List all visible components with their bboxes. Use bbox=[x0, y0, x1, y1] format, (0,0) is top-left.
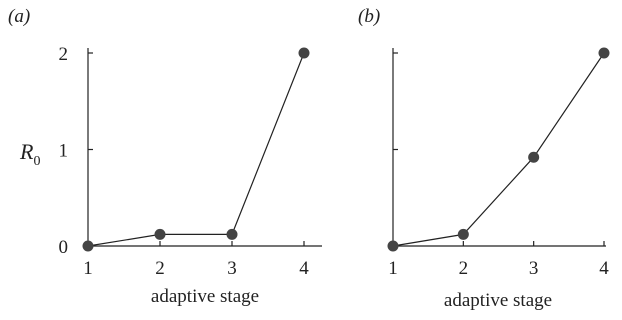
panel-a-y-tick-label: 0 bbox=[59, 237, 69, 258]
panel-b-data-point bbox=[598, 47, 610, 59]
panel-b-x-ticks: 1 2 3 4 bbox=[388, 241, 609, 279]
panel-a-x-tick-label: 3 bbox=[227, 258, 237, 279]
panel-a-data-point bbox=[154, 228, 166, 240]
panel-b-label: (b) bbox=[358, 6, 380, 27]
panel-a-x-ticks: 1 2 3 4 bbox=[83, 241, 309, 279]
panel-a-y-tick-label: 2 bbox=[59, 44, 69, 65]
panel-a-x-tick-label: 2 bbox=[155, 258, 165, 279]
panel-b-data-point bbox=[457, 228, 469, 240]
panel-b-points bbox=[387, 47, 610, 252]
panel-b-x-tick-label: 3 bbox=[529, 258, 539, 279]
panel-a-series-line bbox=[87, 52, 305, 247]
panel-b-x-tick-label: 4 bbox=[599, 258, 609, 279]
panel-b-x-axis-label: adaptive stage bbox=[444, 290, 552, 311]
panel-b-series-line bbox=[392, 52, 605, 247]
panel-a-data-point bbox=[298, 47, 310, 59]
panel-a-data-point bbox=[226, 228, 238, 240]
panel-b-data-point bbox=[387, 240, 399, 252]
panel-a-y-tick-label: 1 bbox=[59, 141, 69, 162]
panel-b-x-tick-label: 1 bbox=[388, 258, 398, 279]
panel-a-x-tick-label: 1 bbox=[83, 258, 93, 279]
panel-b-x-tick-label: 2 bbox=[459, 258, 469, 279]
panel-a-x-tick-label: 4 bbox=[299, 258, 309, 279]
panel-a-data-point bbox=[82, 240, 94, 252]
panel-b: (b) 1 2 3 4 adaptive stage bbox=[358, 6, 610, 311]
panel-a-label: (a) bbox=[8, 6, 30, 27]
panel-a-y-axis-label: R0 bbox=[19, 139, 40, 169]
panel-b-data-point bbox=[528, 151, 540, 163]
panel-a-points bbox=[82, 47, 310, 252]
panel-b-y-ticks bbox=[393, 52, 398, 247]
panel-a-x-axis-label: adaptive stage bbox=[151, 286, 259, 307]
